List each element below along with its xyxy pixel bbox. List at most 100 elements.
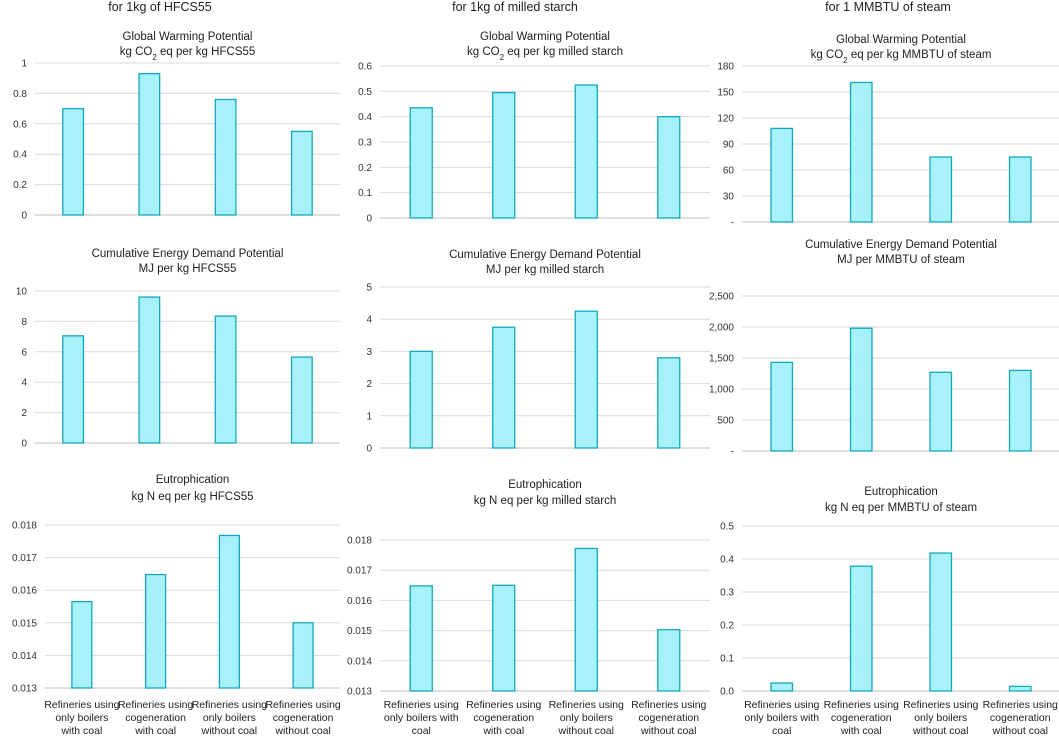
y-tick-label: 0.013 (347, 687, 372, 698)
bar (574, 310, 598, 449)
bar (849, 81, 873, 223)
y-tick-label: 0.017 (12, 553, 37, 564)
y-tick-label: 0.6 (13, 119, 27, 130)
y-tick-label: 0.5 (358, 87, 372, 98)
y-tick-label: 0.1 (358, 188, 372, 199)
chart-1: Global Warming Potential kg CO2 eq per kg… (13, 31, 340, 222)
x-category-label: Refineries using cogeneration without coal (631, 699, 706, 737)
chart-title: Eutrophication (864, 486, 938, 498)
chart-6: Cumulative Energy Demand Potential MJ per… (709, 239, 1059, 458)
y-tick-label: 0.4 (13, 150, 27, 161)
x-category-label: Refineries using only boilers with coal (44, 699, 119, 737)
bar (145, 573, 167, 689)
bar (62, 335, 85, 444)
y-tick-label: 0.3 (358, 138, 372, 149)
bar (574, 84, 598, 219)
chart-8: Eutrophication kg N eq per kg milled star… (347, 479, 710, 737)
chart-unit-label: kg N eq per kg milled starch (474, 495, 617, 507)
chart-9: Eutrophication kg N eq per MMBTU of steam… (720, 486, 1059, 737)
chart-2: Global Warming Potential kg CO2 eq per kg… (358, 31, 710, 225)
x-category-label: Refineries using cogeneration with coal (466, 699, 541, 737)
bar (409, 107, 433, 219)
y-tick-label: 0.6 (358, 62, 372, 73)
x-category-label: Refineries using cogeneration with coal (118, 699, 193, 737)
x-category-label: Refineries using cogeneration without coal (983, 699, 1058, 737)
y-tick-label: 0.2 (13, 180, 27, 191)
chart-unit-label: MJ per MMBTU of steam (837, 254, 965, 266)
chart-unit-label: kg N eq per MMBTU of steam (825, 502, 977, 514)
bar (770, 682, 794, 692)
y-tick-label: 90 (723, 140, 735, 151)
y-tick-label: 2,000 (709, 323, 734, 334)
bar (1008, 369, 1032, 452)
bar (492, 91, 516, 219)
y-tick-label: 1 (366, 411, 372, 422)
column-header-hfcs55: for 1kg of HFCS55 (108, 0, 212, 14)
bar (214, 98, 237, 216)
bar (138, 296, 161, 444)
bar (214, 315, 237, 444)
bar (929, 552, 953, 692)
y-tick-label: 0.0 (720, 687, 734, 698)
y-tick-label: 1 (21, 59, 27, 70)
y-tick-label: 120 (717, 114, 734, 125)
x-category-label: Refineries using only boilers without coal (903, 699, 978, 737)
y-tick-label: 0.018 (12, 521, 37, 532)
y-tick-label: 2,500 (709, 292, 734, 303)
bar (292, 622, 314, 689)
chart-3: Global Warming Potential kg CO2 eq per kg… (717, 34, 1059, 229)
bar (849, 327, 873, 452)
chart-unit-label: MJ per kg HFCS55 (139, 263, 237, 275)
y-tick-label: 0 (366, 214, 372, 225)
y-tick-label: 3 (366, 347, 372, 358)
bar (409, 585, 433, 692)
chart-unit-label: MJ per kg milled starch (486, 264, 604, 276)
y-tick-label: 150 (717, 88, 734, 99)
chart-5: Cumulative Energy Demand Potential MJ per… (366, 249, 710, 455)
chart-unit-label: kg N eq per kg HFCS55 (131, 491, 253, 503)
bar (492, 326, 516, 449)
y-tick-label: 0 (366, 444, 372, 455)
column-header-milled-starch: for 1kg of milled starch (452, 0, 578, 14)
y-tick-label: 1,000 (709, 385, 734, 396)
y-tick-label: 0 (21, 211, 27, 222)
y-tick-label: 180 (717, 62, 734, 73)
y-tick-label: 0.017 (347, 566, 372, 577)
chart-title: Eutrophication (156, 474, 230, 486)
y-tick-label: 4 (21, 378, 27, 389)
x-category-label: Refineries using only boilers with coal (744, 699, 819, 737)
y-tick-label: - (731, 218, 734, 229)
bar (290, 130, 313, 216)
y-tick-label: 0.014 (12, 651, 37, 662)
column-header-steam: for 1 MMBTU of steam (825, 0, 951, 14)
x-category-label: Refineries using only boilers without coal (549, 699, 624, 737)
chart-title: Global Warming Potential (123, 31, 253, 43)
bar (492, 584, 516, 692)
y-tick-label: 0.3 (720, 588, 734, 599)
chart-unit-label: kg CO2 eq per kg MMBTU of steam (811, 49, 992, 65)
chart-title: Cumulative Energy Demand Potential (805, 239, 997, 251)
y-tick-label: 0.013 (12, 684, 37, 695)
y-tick-label: 0 (21, 439, 27, 450)
y-tick-label: 0.018 (347, 536, 372, 547)
bar (770, 361, 794, 452)
y-tick-label: 30 (723, 192, 735, 203)
bar (770, 127, 794, 223)
bar (657, 357, 681, 449)
chart-title: Global Warming Potential (480, 31, 610, 43)
x-category-label: Refineries using cogeneration with coal (824, 699, 899, 737)
y-tick-label: 8 (21, 317, 27, 328)
y-tick-label: 0.1 (720, 654, 734, 665)
y-tick-label: 1,500 (709, 354, 734, 365)
bar (1008, 156, 1032, 223)
y-tick-label: 2 (21, 408, 27, 419)
y-tick-label: 5 (366, 283, 372, 294)
y-tick-label: 0.2 (720, 621, 734, 632)
y-tick-label: 0.016 (347, 596, 372, 607)
x-category-label: Refineries using only boilers without coal (192, 699, 267, 737)
y-tick-label: 0.014 (347, 656, 372, 667)
bar (657, 629, 681, 692)
bar (290, 356, 313, 444)
bar (138, 72, 161, 216)
